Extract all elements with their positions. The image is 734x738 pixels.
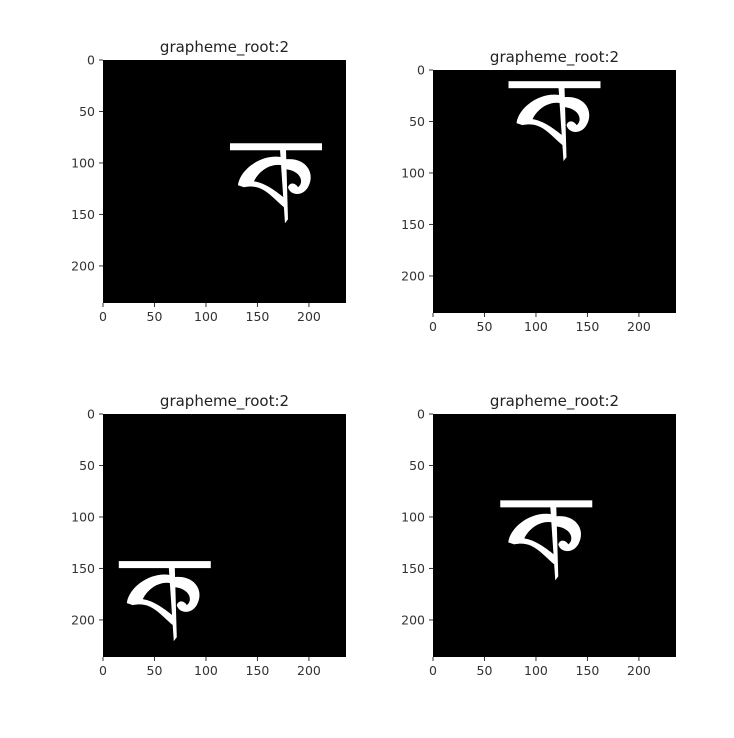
x-tick-label: 100 — [194, 309, 218, 324]
grapheme-glyph — [500, 500, 593, 581]
y-tick-label: 50 — [79, 104, 95, 119]
panel-title: grapheme_root:2 — [160, 392, 289, 411]
x-tick-label: 100 — [194, 663, 218, 678]
x-tick-label: 150 — [246, 663, 270, 678]
panel-title: grapheme_root:2 — [160, 38, 289, 57]
y-tick-label: 100 — [401, 165, 425, 180]
grapheme-glyph — [118, 561, 211, 642]
grapheme-image — [103, 414, 346, 657]
x-tick-label: 0 — [99, 309, 107, 324]
y-tick-label: 200 — [71, 612, 95, 627]
x-tick-label: 50 — [147, 309, 163, 324]
panel-3: grapheme_root:2 0 50 100 150 200 0 50 100 150 200 — [71, 392, 346, 678]
x-tick-label: 150 — [246, 309, 270, 324]
y-tick-label: 0 — [417, 407, 425, 422]
panels: grapheme_root:20 50 100 150 200050100150200g… — [71, 38, 676, 678]
y-tick-label: 150 — [401, 561, 425, 576]
y-tick-label: 100 — [71, 509, 95, 524]
x-tick-label: 200 — [627, 663, 651, 678]
y-tick-label: 100 — [401, 509, 425, 524]
y-tick-label: 200 — [401, 612, 425, 627]
panel-4: grapheme_root:2 0 50 100 150 200 0 50 100 150 200 — [401, 392, 676, 678]
y-tick-label: 0 — [87, 407, 95, 422]
x-tick-label: 50 — [477, 319, 493, 334]
x-tick-label: 0 — [429, 319, 437, 334]
panel-title: grapheme_root:2 — [490, 392, 619, 411]
y-tick-label: 200 — [401, 268, 425, 283]
x-tick-label: 200 — [627, 319, 651, 334]
x-tick-label: 150 — [576, 663, 600, 678]
y-tick-label: 0 — [87, 53, 95, 68]
x-tick-label: 150 — [576, 319, 600, 334]
y-tick-label: 150 — [401, 217, 425, 232]
y-tick-label: 100 — [71, 155, 95, 170]
grapheme-glyph — [229, 143, 322, 224]
y-tick-label: 50 — [409, 114, 425, 129]
panel-title: grapheme_root:2 — [490, 48, 619, 67]
panel-2: grapheme_root:2 0 50 100 150 200 0 50 100 150 200 — [401, 48, 676, 334]
x-tick-label: 200 — [297, 663, 321, 678]
y-tick-label: 200 — [71, 258, 95, 273]
grapheme-image — [433, 70, 676, 313]
x-tick-label: 100 — [524, 319, 548, 334]
x-tick-label: 0 — [99, 663, 107, 678]
panel-1: grapheme_root:2 0 50 100 150 200 0 50 100 150 200 — [71, 38, 346, 324]
y-tick-label: 0 — [417, 63, 425, 78]
x-tick-label: 200 — [297, 309, 321, 324]
grapheme-glyph — [508, 81, 601, 162]
y-tick-label: 150 — [71, 207, 95, 222]
y-tick-label: 50 — [409, 458, 425, 473]
x-tick-label: 50 — [147, 663, 163, 678]
x-tick-label: 50 — [477, 663, 493, 678]
x-tick-label: 100 — [524, 663, 548, 678]
x-tick-label: 0 — [429, 663, 437, 678]
y-tick-label: 50 — [79, 458, 95, 473]
y-tick-label: 150 — [71, 561, 95, 576]
